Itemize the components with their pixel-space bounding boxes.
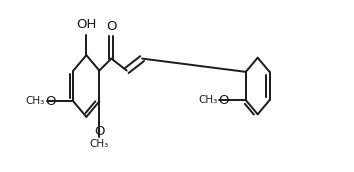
Text: O: O: [94, 125, 104, 138]
Text: O: O: [46, 95, 56, 108]
Text: CH₃: CH₃: [198, 95, 217, 105]
Text: O: O: [106, 20, 116, 33]
Text: CH₃: CH₃: [26, 96, 45, 106]
Text: O: O: [218, 94, 229, 107]
Text: CH₃: CH₃: [90, 139, 109, 149]
Text: OH: OH: [76, 18, 97, 31]
